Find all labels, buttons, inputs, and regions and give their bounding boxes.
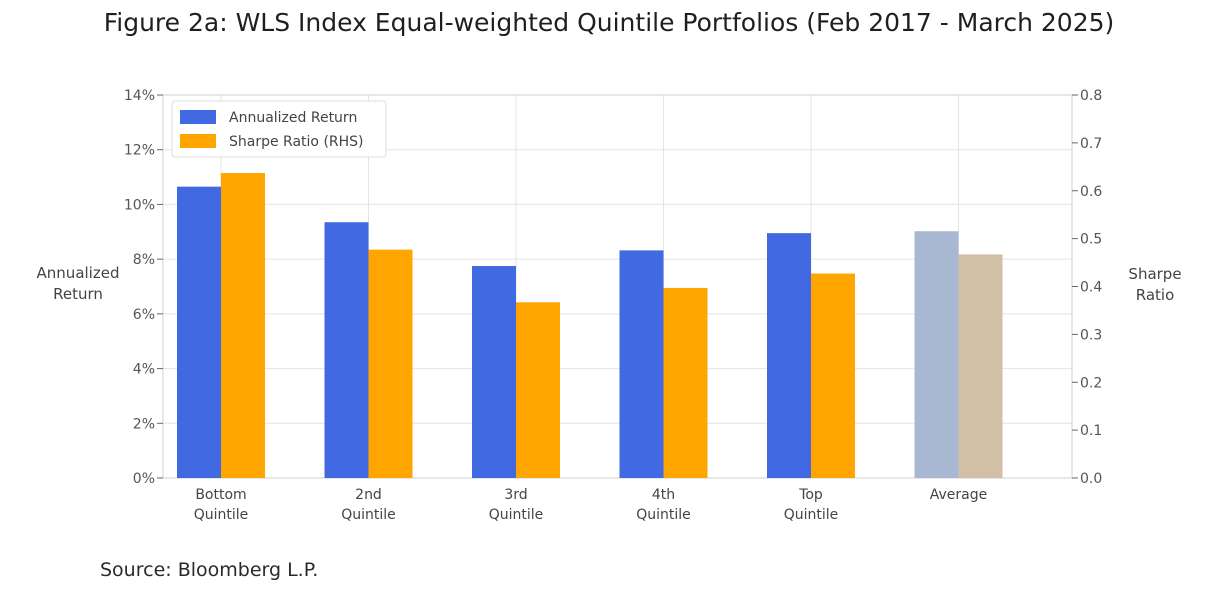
bar-annualized-return-4: [767, 233, 811, 478]
legend-label: Annualized Return: [229, 110, 357, 126]
right-tick-label: 0.4: [1080, 280, 1102, 296]
bar-sharpe-ratio-5: [958, 254, 1003, 478]
legend-box: [171, 100, 387, 158]
bar-sharpe-ratio-4: [811, 273, 855, 478]
x-category-label: Quintile: [784, 507, 839, 523]
x-category-label: 4th: [652, 487, 675, 503]
legend-swatch-1: [180, 134, 216, 148]
bar-sharpe-ratio-1: [368, 249, 413, 478]
right-tick-label: 0.5: [1080, 232, 1102, 248]
right-tick-label: 0.8: [1080, 88, 1102, 104]
left-tick-label: 4%: [133, 362, 155, 378]
bar-annualized-return-3: [619, 250, 664, 478]
left-tick-label: 10%: [124, 197, 155, 213]
left-tick-label: 2%: [133, 416, 155, 432]
right-tick-label: 0.6: [1080, 184, 1102, 200]
left-axis-title: Annualized: [37, 264, 120, 282]
left-axis-title: Return: [53, 285, 103, 303]
bar-annualized-return-5: [914, 231, 959, 478]
bar-annualized-return-1: [324, 222, 369, 478]
x-category-label: Top: [798, 487, 823, 503]
x-category-label: Bottom: [195, 487, 246, 503]
x-category-label: 3rd: [504, 487, 527, 503]
bar-sharpe-ratio-3: [663, 287, 708, 478]
right-tick-label: 0.1: [1080, 423, 1102, 439]
left-tick-label: 0%: [133, 471, 155, 487]
right-axis-title: Ratio: [1136, 286, 1175, 304]
source-note: Source: Bloomberg L.P.: [100, 559, 319, 581]
x-category-label: Quintile: [194, 507, 249, 523]
chart-title: Figure 2a: WLS Index Equal-weighted Quin…: [103, 8, 1115, 37]
bar-sharpe-ratio-2: [516, 302, 560, 478]
x-category-label: Quintile: [636, 507, 691, 523]
right-tick-label: 0.0: [1080, 471, 1102, 487]
right-axis-title: Sharpe: [1128, 265, 1181, 283]
x-category-label: Average: [930, 487, 988, 503]
bar-sharpe-ratio-0: [221, 173, 265, 478]
left-tick-label: 14%: [124, 88, 155, 104]
right-tick-label: 0.2: [1080, 375, 1102, 391]
x-category-label: Quintile: [489, 507, 544, 523]
left-tick-label: 8%: [133, 252, 155, 268]
bar-annualized-return-0: [177, 186, 221, 478]
left-tick-label: 6%: [133, 307, 155, 323]
x-category-label: 2nd: [355, 487, 382, 503]
bar-annualized-return-2: [472, 265, 516, 478]
x-category-label: Quintile: [341, 507, 396, 523]
left-tick-label: 12%: [124, 143, 155, 159]
right-tick-label: 0.3: [1080, 327, 1102, 343]
legend-label: Sharpe Ratio (RHS): [229, 134, 364, 150]
legend-swatch-0: [180, 110, 216, 124]
right-tick-label: 0.7: [1080, 136, 1102, 152]
